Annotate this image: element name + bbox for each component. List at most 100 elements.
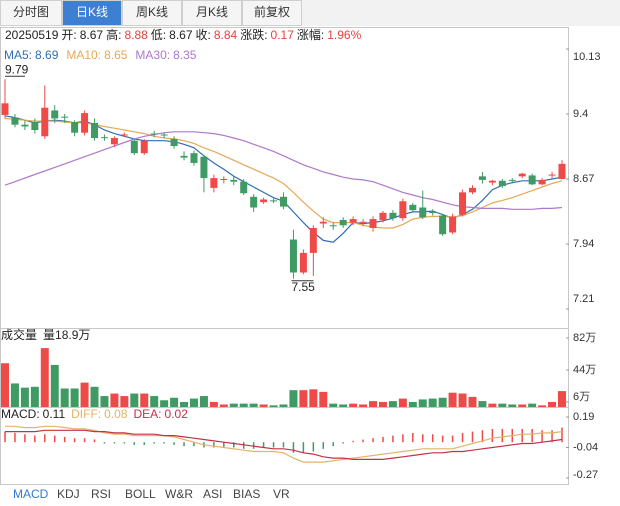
volume-bar xyxy=(309,389,318,407)
volume-bar xyxy=(160,400,169,407)
volume-bar xyxy=(100,396,109,407)
ohlc-header: 20250519 开: 8.67 高: 8.88 低: 8.67 收: 8.84 涨跌: 0.17 涨… xyxy=(5,27,362,42)
candle-body xyxy=(459,192,467,215)
indicator-tab[interactable]: KDJ xyxy=(57,487,80,501)
volume-bar xyxy=(30,386,39,407)
candle-body xyxy=(289,239,297,273)
volume-bar xyxy=(120,396,129,407)
volume-bar xyxy=(359,404,368,407)
candle-body xyxy=(130,140,138,154)
volume-bar xyxy=(558,391,566,407)
title: 成交量 xyxy=(1,327,37,342)
tab-label[interactable]: 前复权 xyxy=(254,4,290,19)
tab[interactable] xyxy=(122,0,182,26)
y-tick-label: 9.4 xyxy=(573,108,588,120)
legend-value: 8.35 xyxy=(173,48,197,62)
volume-bar xyxy=(408,401,417,407)
candle-body xyxy=(210,178,218,188)
candle-body xyxy=(140,140,148,154)
volume-bar xyxy=(349,403,358,407)
volume-bar xyxy=(388,401,397,407)
candle-body xyxy=(91,122,99,139)
volume-bar xyxy=(180,401,189,407)
candle-body xyxy=(379,212,387,220)
candle-body xyxy=(399,201,407,219)
volume-bar xyxy=(339,404,348,407)
y-tick-label: 7.21 xyxy=(573,293,594,305)
volume-bar xyxy=(498,403,507,407)
indicator-bar xyxy=(0,485,620,506)
y-tick-label: -0.04 xyxy=(573,441,598,453)
tab-label[interactable]: 分时图 xyxy=(13,5,49,19)
field-value: 0.17 xyxy=(271,28,295,42)
volume-bar xyxy=(239,403,248,407)
candle-body xyxy=(359,221,367,223)
candle-body xyxy=(220,179,228,180)
macd-legend: MACD: 0.11 DIFF: 0.08 DEA: 0.02 xyxy=(1,407,188,421)
volume-bar xyxy=(518,404,527,407)
y-tick-label: 7.94 xyxy=(573,238,594,250)
field-value: 8.84 xyxy=(214,28,238,42)
indicator-tab[interactable]: VR xyxy=(273,487,290,501)
indicator-tab[interactable]: BOLL xyxy=(125,487,156,501)
field-value: 8.67 xyxy=(169,28,193,42)
ma-line xyxy=(4,131,563,210)
field-value: 1.96% xyxy=(327,28,361,42)
candle-body xyxy=(81,113,89,133)
candle-body xyxy=(369,219,377,228)
tab[interactable] xyxy=(182,0,242,26)
volume-bar xyxy=(110,393,119,407)
candle-body xyxy=(270,200,278,202)
volume-bar xyxy=(40,348,49,407)
volume-bar xyxy=(538,405,547,407)
volume-bar xyxy=(189,398,198,407)
field-value: 8.88 xyxy=(124,28,148,42)
legend-value: 0.02 xyxy=(165,407,189,421)
field-value: 8.67 xyxy=(80,28,104,42)
candle-body xyxy=(518,173,526,177)
legend-name: MA10: xyxy=(66,48,101,62)
indicator-tab[interactable]: BIAS xyxy=(233,487,260,501)
candle-body xyxy=(488,180,496,183)
candle-body xyxy=(558,163,566,179)
candle-body xyxy=(498,180,506,187)
volume-bar xyxy=(80,382,89,407)
volume-bar xyxy=(319,391,328,407)
tab-label[interactable]: 周K线 xyxy=(136,5,168,19)
candle-body xyxy=(1,103,9,115)
volume-bar xyxy=(329,403,338,407)
candle-body xyxy=(299,252,307,273)
indicator-tab[interactable]: MACD xyxy=(13,487,49,501)
y-tick-label: 44万 xyxy=(573,364,596,376)
volume-bar xyxy=(289,390,298,407)
volume-bar xyxy=(508,404,517,407)
legend-value: 0.11 xyxy=(43,407,66,421)
candle-body xyxy=(200,156,208,179)
volume-bar xyxy=(468,396,477,407)
candle-body xyxy=(230,179,238,182)
candle-body xyxy=(170,138,178,147)
y-tick-label: 0.19 xyxy=(573,411,594,423)
tab[interactable] xyxy=(242,0,302,26)
tab-label[interactable]: 月K线 xyxy=(196,5,228,19)
volume-bar xyxy=(269,405,278,407)
date: 20250519 xyxy=(5,28,59,42)
y-tick-label: 82万 xyxy=(573,332,596,344)
tab-label[interactable]: 日K线 xyxy=(76,5,108,19)
candle-body xyxy=(468,187,476,193)
volume-bar xyxy=(229,403,238,407)
indicator-tab[interactable]: W&R xyxy=(165,487,193,501)
candle-body xyxy=(120,134,128,136)
y-tick-label: 8.67 xyxy=(573,173,594,185)
tab[interactable] xyxy=(62,0,122,26)
candle-body xyxy=(329,225,337,227)
volume-bar xyxy=(1,363,9,407)
volume-bar xyxy=(398,398,407,407)
candle-body xyxy=(389,212,397,219)
tab[interactable] xyxy=(0,0,62,26)
indicator-tab[interactable]: RSI xyxy=(91,487,111,501)
indicator-tab[interactable]: ASI xyxy=(203,487,222,501)
candle-body xyxy=(21,124,29,127)
volume-title: 成交量 量18.9万 xyxy=(1,327,90,342)
